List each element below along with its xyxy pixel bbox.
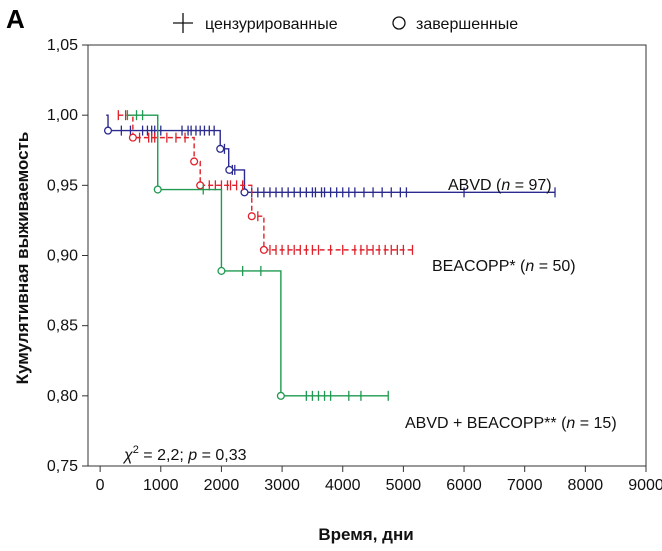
plot-frame [87, 44, 647, 467]
event-marker [240, 188, 249, 197]
y-tick-label: 0,85 [47, 318, 78, 335]
panel-letter: A [6, 4, 25, 34]
x-tick-label: 3000 [264, 477, 300, 494]
series-label-abvd: ABVD (n = 97) [448, 177, 552, 194]
series-1 [117, 110, 414, 255]
x-tick-label: 5000 [386, 477, 422, 494]
series-label-beacopp: BEACOPP* (n = 50) [432, 258, 576, 275]
y-tick-label: 1,00 [47, 107, 78, 124]
y-tick-label: 0,80 [47, 388, 78, 405]
chi-square-annotation: χ2 = 2,2; p = 0,33 [122, 444, 247, 464]
x-axis-title: Время, дни [318, 525, 413, 544]
y-tick-label: 0,75 [47, 458, 78, 475]
event-marker [217, 266, 226, 275]
event-marker [190, 157, 199, 166]
series-layer [103, 110, 556, 401]
x-tick-label: 8000 [568, 477, 604, 494]
censored-marker-legend-icon [173, 13, 193, 33]
event-marker [276, 391, 285, 400]
event-marker [259, 245, 268, 254]
x-tick-label: 2000 [204, 477, 240, 494]
x-tick-label: 0 [96, 477, 105, 494]
legend-censored-label: цензурированные [205, 16, 338, 33]
event-marker [128, 133, 137, 142]
x-tick-label: 7000 [507, 477, 543, 494]
y-tick-label: 1,05 [47, 37, 78, 54]
event-marker [153, 185, 162, 194]
x-tick-label: 6000 [446, 477, 482, 494]
series-label-abvd-beacopp: ABVD + BEACOPP** (n = 15) [405, 415, 617, 432]
completed-marker-legend-icon [392, 16, 406, 30]
series-line [118, 114, 413, 251]
event-marker [216, 144, 225, 153]
x-tick-label: 4000 [325, 477, 361, 494]
event-marker [225, 165, 234, 174]
legend-completed-label: завершенные [416, 16, 518, 33]
y-axis: 0,75 0,80 0,85 0,90 0,95 1,00 1,05 [47, 37, 88, 475]
event-marker [247, 212, 256, 221]
series-2 [126, 110, 389, 401]
y-tick-label: 0,90 [47, 248, 78, 265]
series-0 [103, 114, 556, 198]
event-marker [196, 181, 205, 190]
x-tick-label: 9000 [628, 477, 662, 494]
series-line [127, 114, 389, 397]
legend: цензурированные завершенные [173, 13, 518, 33]
y-axis-title: Кумулятивная выживаемость [13, 132, 32, 385]
x-axis: 0 1000 2000 3000 4000 5000 6000 7000 8000 9000 [96, 466, 662, 494]
y-tick-label: 0,95 [47, 177, 78, 194]
x-tick-label: 1000 [143, 477, 179, 494]
event-marker [103, 126, 113, 135]
